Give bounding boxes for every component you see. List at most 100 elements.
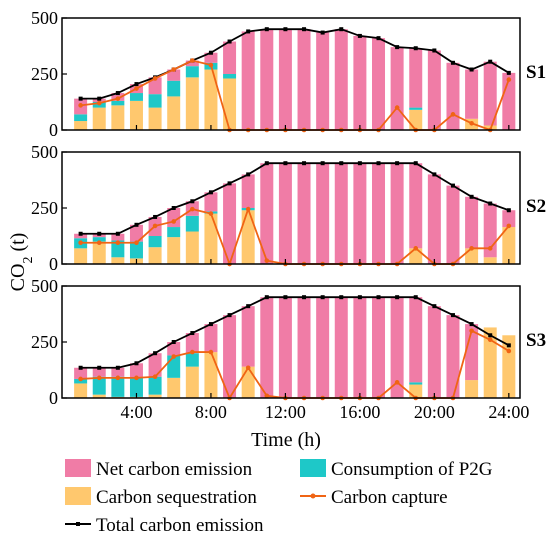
bar-p2g-h5 <box>148 376 162 395</box>
point-total-h12 <box>283 295 288 300</box>
point-capture-h7 <box>190 58 195 63</box>
point-total-h6 <box>171 340 176 344</box>
y-tick-label: 500 <box>31 276 58 296</box>
point-total-h5 <box>153 214 158 219</box>
bar-net-h12 <box>278 297 292 398</box>
point-capture-h5 <box>152 223 158 229</box>
bar-net-h17 <box>372 38 386 130</box>
bar-net-h17 <box>372 163 386 264</box>
point-total-h20 <box>432 172 437 177</box>
bar-seq-h2 <box>92 107 106 130</box>
bar-p2g-h3 <box>111 240 125 258</box>
bar-net-h15 <box>334 163 348 264</box>
point-total-h16 <box>357 33 362 38</box>
chart-panels: 0 250 500 S1 0 250 500 S2 0 250 500 S3 4:00 8:00 12:00… <box>31 8 546 422</box>
point-total-h7 <box>190 331 195 336</box>
point-total-h1 <box>78 365 83 370</box>
point-total-h2 <box>97 96 102 101</box>
legend-label-net: Net carbon emission <box>96 459 253 480</box>
point-capture-h8 <box>208 349 214 355</box>
bar-p2g-h2 <box>92 237 106 242</box>
point-total-h23 <box>488 201 493 206</box>
point-total-h8 <box>208 322 213 327</box>
bar-net-h13 <box>297 29 311 131</box>
panel-s1: 0 250 500 S1 <box>31 8 546 140</box>
bar-net-h22 <box>465 196 479 249</box>
bar-seq-h19 <box>409 248 423 264</box>
bar-net-h9 <box>223 41 237 74</box>
bar-seq-h2 <box>92 241 106 264</box>
point-capture-h18 <box>394 380 400 385</box>
bar-net-h19 <box>409 163 423 249</box>
point-total-h20 <box>432 304 437 309</box>
bar-seq-h19 <box>409 109 423 130</box>
bar-net-h6 <box>167 69 181 81</box>
y-tick-label: 250 <box>31 64 58 84</box>
y-tick-label: 250 <box>31 332 58 352</box>
bar-net-h11 <box>260 29 274 131</box>
point-capture-h2 <box>96 240 102 246</box>
point-total-h8 <box>208 50 213 55</box>
bar-p2g-h19 <box>409 382 423 385</box>
legend-swatch-p2g <box>300 459 326 477</box>
bar-p2g-h4 <box>129 377 143 397</box>
point-total-h2 <box>97 365 102 370</box>
bar-net-h7 <box>185 333 199 354</box>
bar-net-h5 <box>148 77 162 95</box>
bar-p2g-h4 <box>129 241 143 259</box>
legend-label-seq: Carbon sequestration <box>96 487 257 508</box>
bar-net-h1 <box>74 367 88 379</box>
point-capture-h10 <box>245 365 251 371</box>
point-total-h16 <box>357 295 362 300</box>
bar-net-h12 <box>278 163 292 264</box>
line-carbon-capture <box>80 329 510 400</box>
y-tick-label: 250 <box>31 198 58 218</box>
bar-net-h3 <box>111 233 125 241</box>
point-total-h8 <box>208 190 213 195</box>
bar-net-h21 <box>446 62 460 130</box>
point-total-h3 <box>115 91 120 96</box>
bar-net-h20 <box>427 174 441 264</box>
bar-seq-h8 <box>204 69 218 130</box>
bar-net-h4 <box>129 224 143 242</box>
y-axis-title-sub: 2 <box>21 257 36 264</box>
legend-label-total: Total carbon emission <box>96 515 264 536</box>
point-capture-h22 <box>469 246 474 251</box>
bar-seq-h2 <box>92 394 106 398</box>
point-total-h13 <box>302 161 307 166</box>
bar-net-h11 <box>260 297 274 398</box>
bar-p2g-h6 <box>167 227 181 238</box>
point-total-h14 <box>320 161 325 166</box>
bar-p2g-h5 <box>148 236 162 248</box>
bar-net-h20 <box>427 50 441 131</box>
point-capture-h23 <box>487 246 493 251</box>
point-capture-h6 <box>171 354 177 359</box>
bar-seq-h23 <box>483 257 497 264</box>
panel-label: S2 <box>526 196 546 217</box>
y-axis-title: CO2 (t) <box>7 233 36 292</box>
point-capture-h7 <box>190 206 195 212</box>
bar-seq-h1 <box>74 383 88 398</box>
bar-seq-h22 <box>465 248 479 264</box>
bar-seq-h7 <box>185 231 199 264</box>
point-total-h11 <box>264 27 269 32</box>
point-total-h14 <box>320 30 325 35</box>
point-total-h20 <box>432 48 437 53</box>
legend-swatch-seq <box>65 487 91 505</box>
line-total-emission <box>80 296 510 369</box>
point-total-h1 <box>78 231 83 236</box>
point-total-h13 <box>302 295 307 300</box>
point-total-h23 <box>488 333 493 338</box>
point-total-h18 <box>395 295 400 300</box>
bar-net-h10 <box>241 174 255 208</box>
line-carbon-capture <box>80 206 510 267</box>
bar-net-h10 <box>241 306 255 367</box>
y-axis-title-main: CO <box>7 264 29 292</box>
bar-seq-h7 <box>185 366 199 398</box>
point-total-h15 <box>339 27 344 32</box>
bar-seq-h4 <box>129 100 143 130</box>
x-tick-label: 4:00 <box>120 402 152 422</box>
point-capture-h23 <box>487 337 493 343</box>
point-capture-h19 <box>413 246 419 251</box>
x-tick-labels: 4:00 8:00 12:00 16:00 20:00 24:00 <box>120 402 529 422</box>
